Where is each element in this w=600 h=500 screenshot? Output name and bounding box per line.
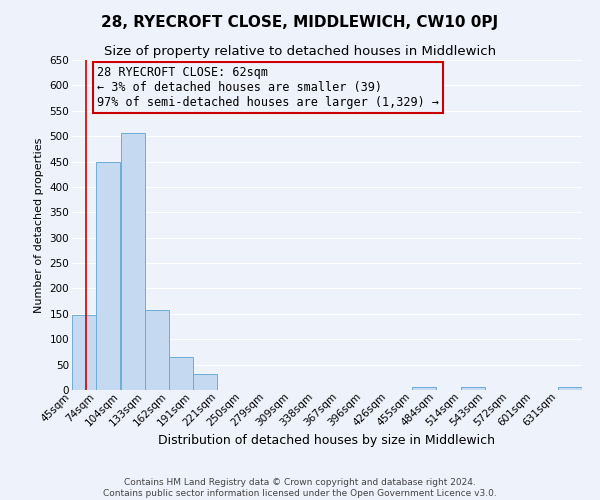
Text: Contains HM Land Registry data © Crown copyright and database right 2024.
Contai: Contains HM Land Registry data © Crown c… bbox=[103, 478, 497, 498]
Bar bbox=[72, 315, 96, 390]
Bar bbox=[121, 132, 145, 390]
Bar bbox=[558, 388, 582, 390]
Bar bbox=[96, 162, 120, 390]
Bar bbox=[412, 388, 436, 390]
Text: 28, RYECROFT CLOSE, MIDDLEWICH, CW10 0PJ: 28, RYECROFT CLOSE, MIDDLEWICH, CW10 0PJ bbox=[101, 15, 499, 30]
Bar bbox=[193, 374, 217, 390]
Text: 28 RYECROFT CLOSE: 62sqm
← 3% of detached houses are smaller (39)
97% of semi-de: 28 RYECROFT CLOSE: 62sqm ← 3% of detache… bbox=[97, 66, 439, 109]
Bar bbox=[145, 310, 169, 390]
Bar bbox=[461, 388, 485, 390]
Y-axis label: Number of detached properties: Number of detached properties bbox=[34, 138, 44, 312]
Bar bbox=[169, 357, 193, 390]
Text: Size of property relative to detached houses in Middlewich: Size of property relative to detached ho… bbox=[104, 45, 496, 58]
X-axis label: Distribution of detached houses by size in Middlewich: Distribution of detached houses by size … bbox=[158, 434, 496, 447]
